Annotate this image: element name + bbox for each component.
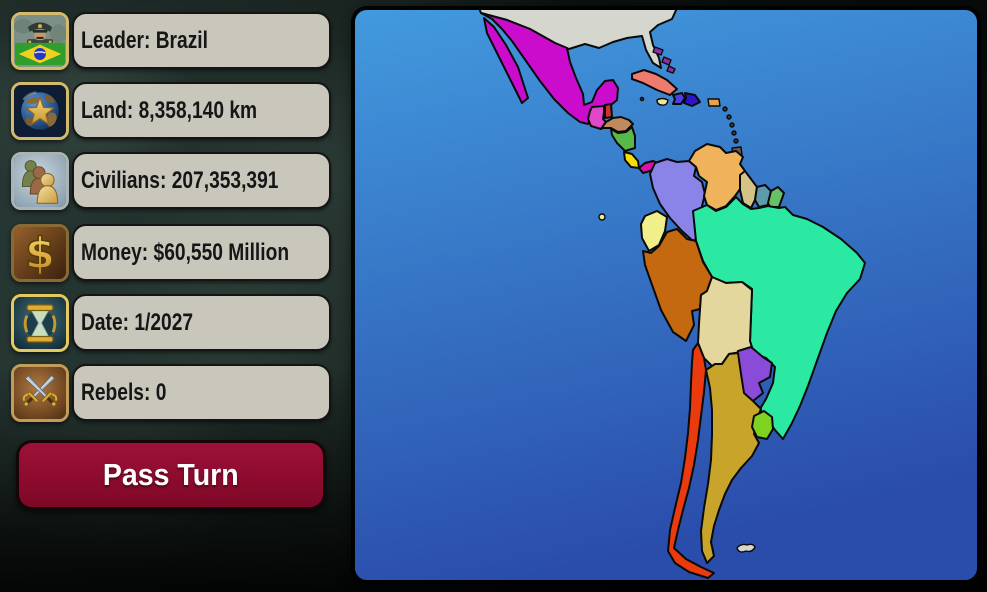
lesser-antilles-islet[interactable]	[733, 138, 739, 144]
civilians-stat-label: Civilians: 207,353,391	[81, 166, 279, 194]
pass-turn-button[interactable]: Pass Turn	[16, 440, 326, 510]
country-falklands[interactable]	[736, 543, 756, 553]
country-bahamas[interactable]	[661, 56, 672, 66]
date-stat[interactable]: Date: 1/2027	[72, 294, 331, 351]
civilians-stat[interactable]: Civilians: 207,353,391	[72, 152, 331, 209]
latin-america-map	[355, 10, 977, 580]
country-mexico-baja[interactable]	[483, 17, 529, 104]
lesser-antilles-islet[interactable]	[729, 122, 735, 128]
country-dominican-republic[interactable]	[683, 92, 701, 107]
money-stat-label: Money: $60,550 Million	[81, 238, 290, 266]
country-mexico[interactable]	[480, 12, 619, 125]
country-bahamas[interactable]	[666, 65, 676, 74]
civilians-graphic	[14, 155, 66, 207]
leader-stat-label: Leader: Brazil	[81, 26, 208, 54]
country-bahamas[interactable]	[652, 46, 664, 56]
rebels-stat-label: Rebels: 0	[81, 378, 167, 406]
hourglass-icon[interactable]	[11, 294, 69, 352]
world-map-panel	[355, 10, 977, 580]
svg-text:$: $	[25, 229, 55, 279]
country-belize[interactable]	[604, 103, 613, 119]
civilians-icon[interactable]	[11, 152, 69, 210]
pass-turn-label: Pass Turn	[103, 457, 239, 492]
dollar-icon[interactable]: $	[11, 224, 69, 282]
cayman-islet[interactable]	[639, 96, 645, 102]
country-chile[interactable]	[667, 342, 715, 579]
country-uruguay[interactable]	[751, 410, 774, 440]
rebels-stat[interactable]: Rebels: 0	[72, 364, 331, 421]
lesser-antilles-islet[interactable]	[722, 106, 728, 112]
lesser-antilles-islet[interactable]	[731, 130, 737, 136]
leader-stat[interactable]: Leader: Brazil	[72, 12, 331, 69]
lesser-antilles-islet[interactable]	[726, 114, 732, 120]
country-argentina[interactable]	[700, 352, 762, 564]
country-jamaica[interactable]	[656, 97, 669, 106]
leader-portrait-graphic	[14, 15, 66, 67]
galapagos-islet[interactable]	[598, 213, 606, 221]
land-stat-label: Land: 8,358,140 km	[81, 96, 258, 124]
hourglass-graphic	[14, 297, 66, 349]
country-puerto-rico[interactable]	[707, 98, 721, 107]
land-stat[interactable]: Land: 8,358,140 km	[72, 82, 331, 139]
crossed-swords-graphic	[14, 367, 66, 419]
country-nicaragua[interactable]	[610, 126, 636, 152]
leader-portrait-icon[interactable]	[11, 12, 69, 70]
dollar-graphic: $	[14, 227, 66, 279]
country-haiti[interactable]	[672, 92, 686, 105]
globe-star-icon[interactable]	[11, 82, 69, 140]
globe-star-graphic	[14, 85, 66, 137]
money-stat[interactable]: Money: $60,550 Million	[72, 224, 331, 281]
brazil-flag	[14, 42, 66, 66]
crossed-swords-icon[interactable]	[11, 364, 69, 422]
date-stat-label: Date: 1/2027	[81, 308, 194, 336]
country-cuba[interactable]	[631, 69, 678, 96]
